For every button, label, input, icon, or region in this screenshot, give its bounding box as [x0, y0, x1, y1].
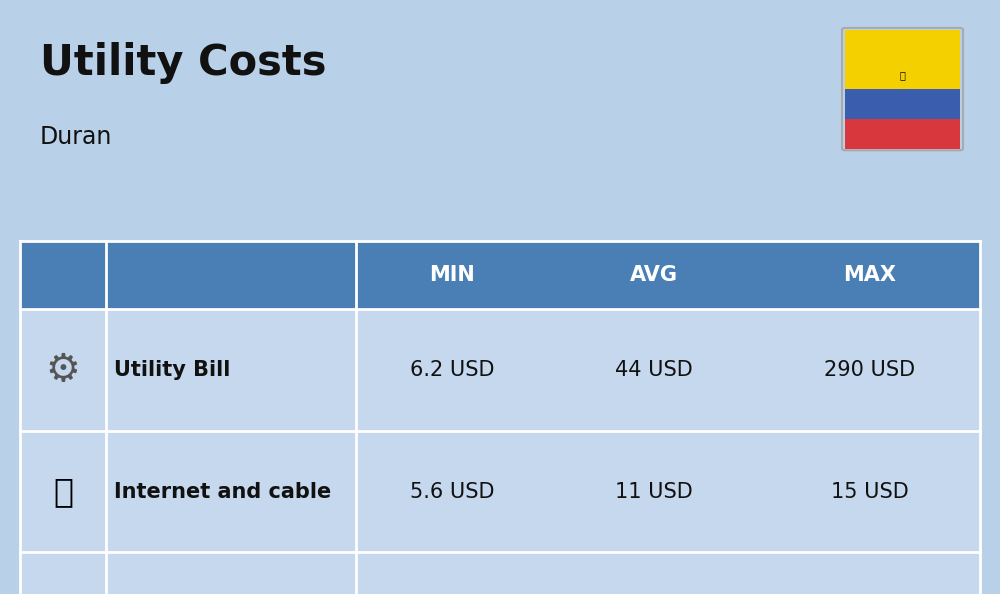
Text: 290 USD: 290 USD [824, 360, 915, 380]
Bar [20, 552, 106, 594]
Text: AVG: AVG [630, 265, 678, 285]
Text: Internet and cable: Internet and cable [114, 482, 331, 501]
Bar [20, 309, 106, 431]
Text: Utility Costs: Utility Costs [40, 42, 326, 84]
Text: MAX: MAX [843, 265, 896, 285]
Text: Utility Bill: Utility Bill [114, 360, 230, 380]
Text: 44 USD: 44 USD [615, 360, 692, 380]
Text: MIN: MIN [429, 265, 475, 285]
Text: Duran: Duran [40, 125, 112, 148]
Text: 15 USD: 15 USD [831, 482, 908, 501]
Bar [845, 119, 960, 148]
Bar [845, 89, 960, 119]
Text: 📡: 📡 [53, 475, 73, 508]
Text: 11 USD: 11 USD [615, 482, 692, 501]
Text: 🦅: 🦅 [900, 70, 905, 80]
Text: 5.6 USD: 5.6 USD [410, 482, 494, 501]
Text: ⚙: ⚙ [46, 351, 81, 388]
Text: 6.2 USD: 6.2 USD [410, 360, 494, 380]
Bar [20, 431, 106, 552]
